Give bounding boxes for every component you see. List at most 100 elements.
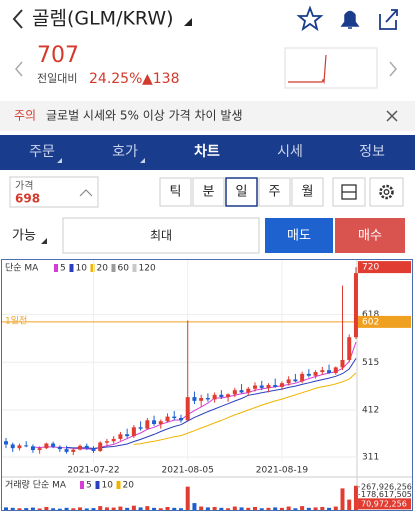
volume-bar bbox=[293, 508, 298, 510]
sell-label: 매도 bbox=[287, 229, 311, 244]
volume-bar bbox=[84, 508, 89, 510]
volume-ma-period: 20 bbox=[123, 481, 135, 491]
candle-body bbox=[104, 441, 109, 443]
volume-bar bbox=[111, 507, 116, 510]
volume-bar bbox=[98, 506, 103, 510]
candle-body bbox=[138, 427, 143, 429]
tab[interactable]: 주문 bbox=[29, 144, 55, 160]
prev-close-badge bbox=[358, 315, 411, 328]
volume-badge bbox=[358, 498, 411, 510]
candle-body bbox=[118, 434, 123, 439]
back-button[interactable] bbox=[12, 9, 23, 29]
candle-body bbox=[30, 446, 35, 451]
favorite-icon[interactable] bbox=[296, 5, 324, 32]
available-dropdown[interactable] bbox=[41, 238, 47, 244]
coin-title[interactable]: 골렘(GLM/KRW) bbox=[32, 8, 174, 30]
candle-body bbox=[212, 394, 217, 400]
volume-bar bbox=[118, 506, 123, 510]
ma-legend-swatch bbox=[54, 264, 58, 272]
candle-body bbox=[37, 448, 42, 451]
candle-body bbox=[4, 441, 8, 445]
volume-bar bbox=[64, 507, 69, 510]
y-tick-label: 412 bbox=[362, 406, 379, 416]
buy-button[interactable] bbox=[335, 218, 405, 253]
ma-legend-swatch bbox=[69, 264, 74, 272]
candle-body bbox=[300, 373, 305, 382]
candle-body bbox=[266, 385, 271, 388]
period-button[interactable] bbox=[192, 177, 225, 207]
x-tick-label: 2021-08-19 bbox=[256, 466, 309, 476]
settings-icon bbox=[383, 189, 390, 195]
volume-bar bbox=[286, 506, 291, 510]
candle-body bbox=[226, 394, 231, 398]
max-label: 최대 bbox=[150, 229, 172, 243]
title-dropdown[interactable] bbox=[184, 18, 192, 26]
volume-bar bbox=[273, 507, 278, 510]
candle-body bbox=[57, 446, 62, 450]
period-button[interactable] bbox=[159, 177, 192, 207]
volume-bar bbox=[138, 507, 143, 510]
change-percent: 24.25% bbox=[89, 71, 142, 87]
candle-body bbox=[286, 379, 291, 384]
volume-bar bbox=[185, 486, 190, 510]
sparkline bbox=[288, 54, 327, 85]
volume-bar bbox=[232, 506, 237, 510]
sell-button[interactable] bbox=[265, 218, 333, 253]
volume-bar bbox=[37, 508, 42, 510]
next-coin[interactable] bbox=[389, 61, 397, 77]
volume-bar bbox=[4, 507, 8, 510]
period-button[interactable] bbox=[258, 177, 291, 207]
tab[interactable]: 호가 bbox=[112, 144, 138, 160]
period-label: 일 bbox=[236, 185, 248, 200]
candle-body bbox=[192, 397, 197, 401]
notice-tag: 주의 bbox=[14, 109, 36, 123]
volume-bar bbox=[279, 507, 284, 510]
candle-body bbox=[279, 383, 284, 387]
ma-legend-period: 5 bbox=[60, 264, 66, 274]
notice-close[interactable] bbox=[386, 110, 398, 122]
price-stepper[interactable] bbox=[79, 189, 93, 197]
volume-bar bbox=[152, 507, 157, 510]
candle-body bbox=[98, 442, 103, 451]
volume-tick-label: 70,972,256 bbox=[361, 499, 407, 508]
volume-bar bbox=[239, 507, 244, 510]
period-button[interactable] bbox=[291, 177, 324, 207]
volume-bar bbox=[226, 508, 231, 510]
tab[interactable]: 차트 bbox=[194, 144, 220, 160]
volume-bar bbox=[212, 506, 217, 510]
ma-legend-period: 10 bbox=[76, 264, 88, 274]
volume-bar bbox=[57, 508, 62, 510]
volume-bar bbox=[347, 499, 352, 510]
candle-body bbox=[158, 421, 163, 425]
y-tick-label: 618 bbox=[362, 310, 379, 320]
share-icon[interactable] bbox=[379, 9, 398, 30]
volume-tick-label: 267,926,256 bbox=[361, 482, 412, 491]
candle-body bbox=[340, 359, 345, 368]
moving-average-line bbox=[66, 358, 357, 449]
settings-icon bbox=[379, 184, 394, 200]
alarm-icon[interactable] bbox=[340, 10, 360, 29]
prev-close-value: 602 bbox=[362, 317, 379, 327]
volume-bar bbox=[91, 508, 96, 510]
tab[interactable]: 시세 bbox=[277, 144, 303, 160]
notice-text: 글로벌 시세와 5% 이상 가격 차이 발생 bbox=[46, 109, 243, 123]
candle-body bbox=[10, 444, 15, 449]
candle-body bbox=[44, 443, 49, 449]
candle-body bbox=[17, 445, 22, 449]
volume-bar bbox=[71, 508, 76, 510]
tab-dropdown bbox=[57, 158, 62, 163]
settings-button[interactable] bbox=[369, 177, 404, 207]
ma-legend-period: 60 bbox=[118, 264, 130, 274]
candle-body bbox=[205, 398, 210, 400]
available-label[interactable]: 가능 bbox=[12, 229, 36, 244]
candle-body bbox=[91, 448, 96, 451]
current-price: 707 bbox=[37, 43, 79, 68]
candle-body bbox=[24, 445, 29, 447]
tab[interactable]: 정보 bbox=[359, 144, 385, 160]
max-button[interactable] bbox=[62, 217, 260, 254]
volume-ma-swatch bbox=[116, 481, 121, 489]
period-button[interactable] bbox=[225, 177, 258, 207]
prev-coin[interactable] bbox=[15, 61, 23, 77]
candle-body bbox=[320, 370, 325, 373]
